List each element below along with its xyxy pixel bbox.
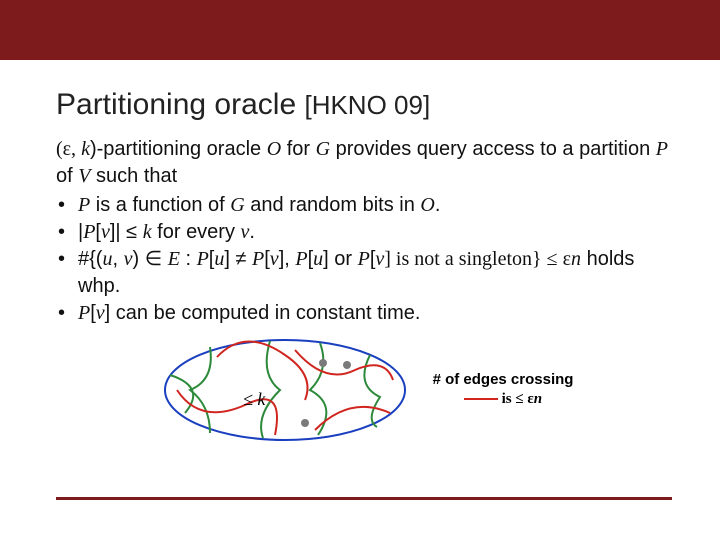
b1-tail: .: [435, 194, 441, 216]
b4-b2: ] can be computed in constant time.: [105, 302, 421, 324]
b3-e: E: [168, 248, 180, 270]
edge-count-note: # of edges crossing is ≤ εn: [433, 371, 574, 409]
node-dot: [301, 419, 309, 427]
b3-c1: ,: [112, 248, 123, 270]
note-line2: is ≤ εn: [433, 390, 574, 409]
b1-g: G: [230, 194, 244, 216]
intro-tail: such that: [90, 165, 177, 187]
node-dot: [319, 359, 327, 367]
b3-bv2: ],: [279, 248, 296, 270]
body-text: (ε, k)-partitioning oracle O for G provi…: [56, 136, 672, 327]
bullet-3: #{(u, v) ∈ E : P[u] ≠ P[v], P[u] or P[v]…: [56, 246, 672, 300]
b3-pv: P: [252, 248, 264, 270]
b3-pu: P: [197, 248, 209, 270]
bottom-rule: [56, 497, 672, 500]
intro-k: k: [81, 138, 90, 160]
b3-hash: #{(: [78, 248, 102, 270]
bullet-2: |P[v]| ≤ k for every v.: [56, 219, 672, 246]
b4-v: v: [96, 302, 105, 324]
bullet-4: P[v] can be computed in constant time.: [56, 300, 672, 327]
b3-v2: v: [270, 248, 279, 270]
note-line1: # of edges crossing: [433, 371, 574, 390]
note-line2-n: n: [534, 391, 542, 407]
b2-tail: .: [249, 221, 255, 243]
slide-content: Partitioning oracle [HKNO 09] (ε, k)-par…: [0, 60, 720, 445]
intro-o: O: [267, 138, 281, 160]
b3-c2: ) ∈: [132, 248, 167, 270]
b2-v: v: [101, 221, 110, 243]
partition-diagram: ≤ k: [155, 335, 415, 445]
b4-p: P: [78, 302, 90, 324]
k-label: ≤ k: [243, 389, 266, 409]
b3-v3: v: [375, 248, 384, 270]
intro-p: P: [656, 138, 668, 160]
intro-mid2: for: [281, 138, 315, 160]
b3-u3: u: [313, 248, 323, 270]
intro-mid1: )-partitioning oracle: [90, 138, 267, 160]
bullet-list: P is a function of G and random bits in …: [56, 192, 672, 327]
b2-k: k: [143, 221, 152, 243]
b3-u2: u: [214, 248, 224, 270]
b3-pu2: P: [295, 248, 307, 270]
b3-bu2: ] ≠: [224, 248, 252, 270]
b2-pv: P: [83, 221, 95, 243]
b3-u: u: [102, 248, 112, 270]
b2-mid: for every: [152, 221, 241, 243]
intro-v: V: [78, 165, 90, 187]
intro-line: (ε, k)-partitioning oracle O for G provi…: [56, 136, 672, 190]
note-line2-pre: is ≤ ε: [498, 391, 534, 407]
b3-bv4: ] is not a singleton} ≤ ε: [384, 248, 571, 270]
green-cells: [170, 341, 380, 438]
title-main: Partitioning oracle: [56, 88, 304, 121]
b3-n: n: [571, 248, 581, 270]
b3-c3: :: [180, 248, 197, 270]
b1-o: O: [420, 194, 434, 216]
b3-pv2: P: [358, 248, 370, 270]
intro-g: G: [316, 138, 330, 160]
diagram-row: ≤ k # of edges crossing is ≤ εn: [56, 335, 672, 445]
header-bar: [0, 0, 720, 60]
intro-mid3: provides query access to a partition: [330, 138, 656, 160]
red-line-icon: [464, 398, 498, 400]
page-title: Partitioning oracle [HKNO 09]: [56, 88, 672, 122]
b3-bu4: ] or: [323, 248, 357, 270]
b2-br2: ]| ≤: [110, 221, 143, 243]
bullet-1: P is a function of G and random bits in …: [56, 192, 672, 219]
b1-p: P: [78, 194, 90, 216]
b1-m1: is a function of: [90, 194, 230, 216]
intro-mid4: of: [56, 165, 78, 187]
title-cite: [HKNO 09]: [304, 90, 430, 120]
intro-prefix: (ε,: [56, 138, 81, 160]
b1-m2: and random bits in: [245, 194, 421, 216]
node-dot: [343, 361, 351, 369]
